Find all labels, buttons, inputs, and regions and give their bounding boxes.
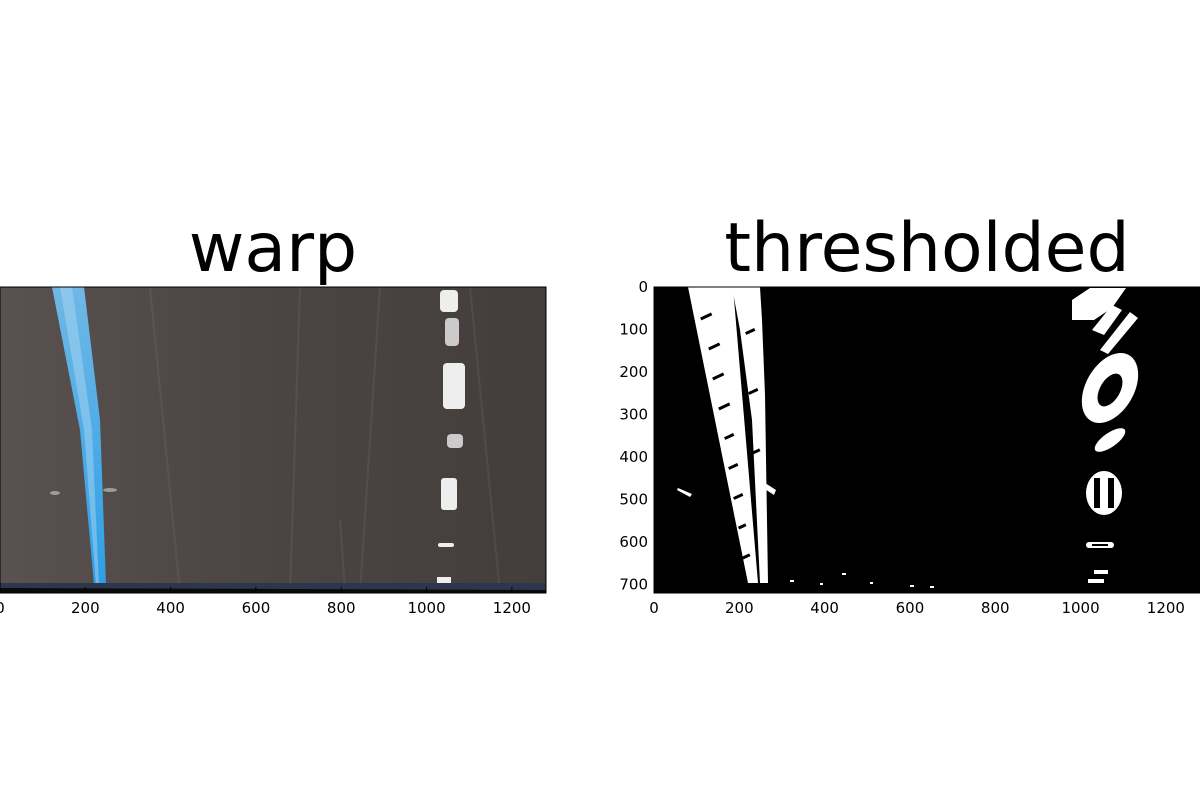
x-tick-label: 1000 — [407, 599, 445, 617]
x-tick-label: 600 — [896, 599, 925, 617]
thresholded-image — [654, 287, 1200, 593]
warp-axes-frame — [0, 286, 547, 594]
x-tick-label: 1000 — [1061, 599, 1099, 617]
x-tick-label: 200 — [725, 599, 754, 617]
x-tick-label: 800 — [327, 599, 356, 617]
y-tick-label: 600 — [619, 533, 648, 551]
y-tick-label: 700 — [619, 576, 648, 594]
x-tick-label: 0 — [0, 599, 5, 617]
warp-x-axis: 0 200 400 600 800 1000 1200 — [0, 587, 531, 617]
thresholded-axes-frame — [653, 286, 1200, 594]
x-tick-label: 400 — [156, 599, 185, 617]
thresholded-left-lane — [688, 287, 757, 583]
warp-image — [0, 287, 546, 593]
y-tick-label: 300 — [619, 406, 648, 424]
y-tick-label: 200 — [619, 363, 648, 381]
thresholded-x-axis: 0 200 400 600 800 1000 1200 — [649, 587, 1185, 617]
y-tick-label: 100 — [619, 321, 648, 339]
x-tick-label: 400 — [810, 599, 839, 617]
x-tick-label: 200 — [71, 599, 100, 617]
x-tick-label: 1200 — [1147, 599, 1185, 617]
warp-title: warp — [188, 209, 358, 288]
x-tick-label: 1200 — [493, 599, 531, 617]
thresholded-title: thresholded — [724, 209, 1130, 288]
y-tick-label: 400 — [619, 448, 648, 466]
thresholded-right-lane — [1072, 288, 1139, 583]
x-tick-label: 600 — [242, 599, 271, 617]
y-tick-label: 500 — [619, 491, 648, 509]
x-tick-label: 800 — [981, 599, 1010, 617]
warp-right-lane — [437, 290, 465, 583]
y-tick-label: 0 — [638, 278, 648, 296]
thresholded-y-axis: 0 100 200 300 400 500 600 700 — [619, 278, 660, 594]
x-tick-label: 0 — [649, 599, 659, 617]
